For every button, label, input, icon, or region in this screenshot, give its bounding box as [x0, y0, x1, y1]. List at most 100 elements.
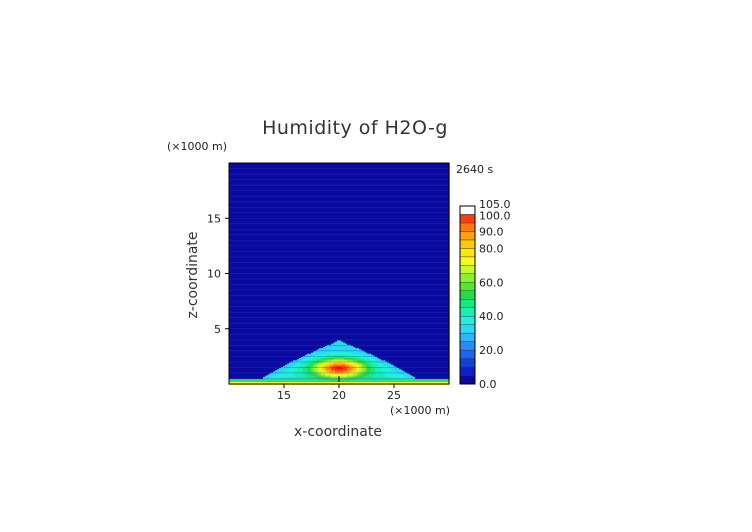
- heatmap-cell: [325, 357, 328, 360]
- heatmap-cell: [417, 353, 420, 355]
- heatmap-cell: [377, 363, 380, 365]
- heatmap-cell: [257, 353, 260, 355]
- heatmap-cell: [277, 369, 280, 372]
- heatmap-cell: [415, 364, 418, 366]
- heatmap-cell: [389, 367, 392, 370]
- heatmap-cell: [389, 347, 392, 350]
- heatmap-cell: [247, 367, 250, 370]
- heatmap-cell: [281, 375, 284, 377]
- heatmap-cell: [245, 370, 248, 373]
- heatmap-cell: [413, 380, 416, 383]
- heatmap-cell: [335, 367, 338, 370]
- heatmap-cell: [289, 378, 292, 381]
- heatmap-cell: [319, 357, 322, 360]
- heatmap-cell: [437, 380, 440, 383]
- heatmap-cell: [369, 358, 372, 361]
- heatmap-cell: [379, 358, 382, 361]
- heatmap-cell: [383, 372, 386, 375]
- heatmap-cell: [431, 347, 434, 350]
- heatmap-cell: [349, 346, 352, 349]
- heatmap-cell: [241, 363, 244, 365]
- heatmap-cell: [423, 378, 426, 381]
- heatmap-cell: [413, 367, 416, 370]
- heatmap-cell: [373, 358, 376, 361]
- heatmap-cell: [241, 343, 244, 345]
- heatmap-cell: [391, 358, 394, 361]
- heatmap-cell: [427, 348, 430, 351]
- heatmap-cell: [367, 358, 370, 361]
- heatmap-cell: [415, 375, 418, 377]
- heatmap-cell: [259, 350, 262, 353]
- heatmap-cell: [269, 367, 272, 370]
- heatmap-cell: [447, 370, 450, 373]
- heatmap-cell: [417, 374, 420, 376]
- heatmap-cell: [437, 347, 440, 350]
- heatmap-cell: [307, 364, 310, 366]
- heatmap-cell: [279, 367, 282, 370]
- heatmap-cell: [317, 346, 320, 349]
- heatmap-cell: [401, 358, 404, 361]
- heatmap-cell: [277, 376, 280, 378]
- heatmap-cell: [255, 350, 258, 353]
- heatmap-cell: [383, 350, 386, 353]
- heatmap-cell: [229, 358, 232, 361]
- heatmap-cell: [357, 353, 360, 355]
- heatmap-cell: [331, 370, 334, 373]
- heatmap-cell: [233, 351, 236, 354]
- heatmap-cell: [295, 348, 298, 351]
- heatmap-cell: [301, 365, 304, 367]
- heatmap-cell: [443, 350, 446, 353]
- heatmap-cell: [423, 380, 426, 383]
- heatmap-cell: [413, 358, 416, 361]
- heatmap-cell: [439, 357, 442, 360]
- heatmap-cell: [415, 357, 418, 360]
- heatmap-cell: [287, 370, 290, 373]
- heatmap-cell: [257, 368, 260, 371]
- heatmap-cell: [381, 358, 384, 361]
- heatmap-cell: [313, 363, 316, 365]
- heatmap-cell: [307, 354, 310, 356]
- heatmap-cell: [243, 359, 246, 362]
- heatmap-cell: [383, 346, 386, 349]
- heatmap-cell: [429, 365, 432, 367]
- heatmap-cell: [293, 380, 296, 383]
- heatmap-cell: [365, 361, 368, 364]
- heatmap-cell: [365, 346, 368, 349]
- heatmap-cell: [311, 364, 314, 366]
- heatmap-cell: [317, 380, 320, 383]
- heatmap-cell: [253, 378, 256, 381]
- heatmap-cell: [245, 354, 248, 356]
- heatmap-cell: [403, 357, 406, 360]
- heatmap-cell: [373, 376, 376, 378]
- heatmap-cell: [329, 347, 332, 350]
- heatmap-cell: [271, 367, 274, 370]
- heatmap-cell: [343, 372, 346, 375]
- heatmap-cell: [291, 348, 294, 351]
- heatmap-cell: [405, 361, 408, 364]
- heatmap-cell: [271, 376, 274, 378]
- heatmap-cell: [379, 380, 382, 383]
- heatmap-cell: [423, 368, 426, 371]
- heatmap-cell: [329, 345, 332, 348]
- heatmap-cell: [233, 353, 236, 355]
- heatmap-cell: [231, 343, 234, 345]
- heatmap-cell: [371, 347, 374, 350]
- heatmap-cell: [275, 358, 278, 361]
- heatmap-cell: [281, 376, 284, 378]
- heatmap-cell: [445, 370, 448, 373]
- heatmap-cell: [243, 379, 246, 382]
- heatmap-cell: [235, 376, 238, 378]
- heatmap-cell: [253, 379, 256, 382]
- heatmap-cell: [259, 351, 262, 354]
- heatmap-cell: [327, 379, 330, 382]
- heatmap-cell: [245, 357, 248, 360]
- heatmap-cell: [261, 367, 264, 370]
- heatmap-cell: [303, 380, 306, 383]
- heatmap-cell: [231, 358, 234, 361]
- heatmap-cell: [417, 347, 420, 350]
- heatmap-cell: [235, 380, 238, 383]
- heatmap-cell: [429, 379, 432, 382]
- heatmap-cell: [291, 363, 294, 365]
- heatmap-cell: [241, 374, 244, 376]
- heatmap-cell: [391, 356, 394, 359]
